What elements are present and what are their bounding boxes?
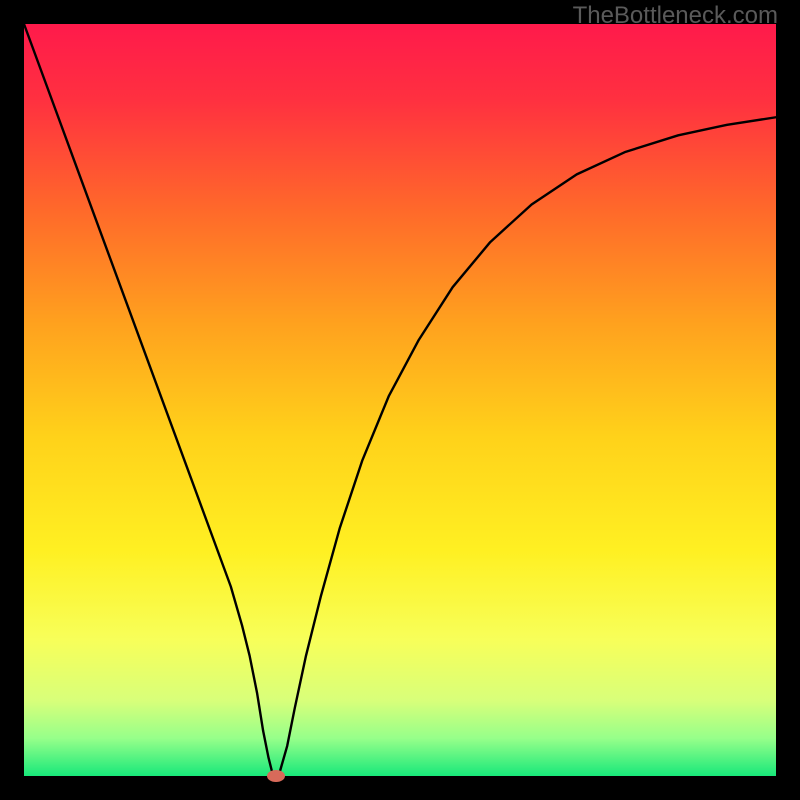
optimum-marker xyxy=(267,770,285,782)
chart-frame: TheBottleneck.com xyxy=(0,0,800,800)
watermark-label: TheBottleneck.com xyxy=(573,2,778,30)
curve-path xyxy=(24,24,776,776)
bottleneck-curve xyxy=(24,24,776,776)
plot-area xyxy=(24,24,776,776)
